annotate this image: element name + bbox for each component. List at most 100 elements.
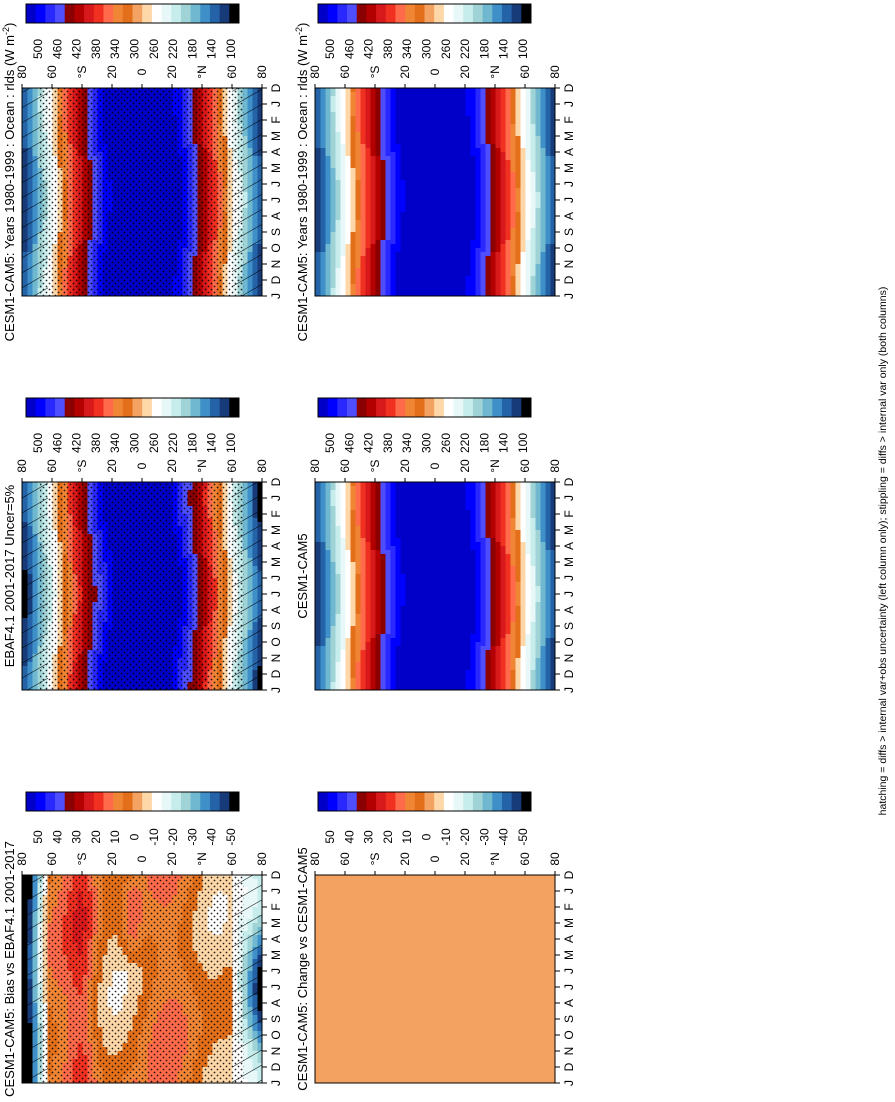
heatmap-cell <box>395 260 401 265</box>
heatmap-cell <box>520 112 526 117</box>
heatmap-cell <box>525 260 531 265</box>
heatmap-cell <box>490 104 496 109</box>
heatmap-cell <box>390 168 396 173</box>
heatmap-cell <box>425 196 431 201</box>
heatmap-cell <box>385 136 391 141</box>
heatmap-cell <box>360 276 366 281</box>
heatmap-cell <box>485 168 491 173</box>
heatmap-cell <box>485 272 491 277</box>
heatmap-cell <box>385 108 391 113</box>
heatmap-cell <box>445 88 451 93</box>
heatmap-cell <box>335 156 341 161</box>
heatmap-cell <box>495 104 501 109</box>
heatmap-cell <box>510 176 516 181</box>
heatmap-cell <box>415 156 421 161</box>
heatmap-cell <box>400 100 406 105</box>
heatmap-cell <box>525 140 531 145</box>
heatmap-cell <box>545 196 551 201</box>
heatmap-cell <box>385 232 391 237</box>
heatmap-cell <box>470 116 476 121</box>
heatmap-cell <box>440 104 446 109</box>
heatmap-cell <box>325 184 331 189</box>
colorbar-swatch <box>151 4 162 23</box>
heatmap-cell <box>385 248 391 253</box>
heatmap-cell <box>400 200 406 205</box>
month-tick-label: S <box>269 228 283 236</box>
heatmap-cell <box>345 112 351 117</box>
heatmap-cell <box>360 268 366 273</box>
heatmap-cell <box>430 116 436 121</box>
heatmap-cell <box>450 92 456 97</box>
heatmap-cell <box>350 192 356 197</box>
heatmap-cell <box>435 272 441 277</box>
heatmap-cell <box>410 168 416 173</box>
heatmap-cell <box>455 204 461 209</box>
heatmap-cell <box>365 116 371 121</box>
heatmap-cell <box>355 216 361 221</box>
heatmap-cell <box>425 236 431 241</box>
heatmap-cell <box>420 172 426 177</box>
heatmap-cell <box>365 148 371 153</box>
heatmap-cell <box>340 92 346 97</box>
heatmap-cell <box>475 144 481 149</box>
heatmap-cell <box>510 164 516 169</box>
heatmap-cell <box>400 104 406 109</box>
heatmap-cell <box>445 116 451 121</box>
heatmap-cell <box>525 192 531 197</box>
heatmap-cell <box>380 228 386 233</box>
heatmap-cell <box>385 140 391 145</box>
heatmap-cell <box>430 236 436 241</box>
heatmap-cell <box>465 236 471 241</box>
heatmap-cell <box>405 164 411 169</box>
heatmap-cell <box>515 272 521 277</box>
heatmap-cell <box>440 204 446 209</box>
heatmap-cell <box>545 176 551 181</box>
heatmap-cell <box>540 200 546 205</box>
heatmap-cell <box>460 196 466 201</box>
heatmap-cell <box>475 120 481 125</box>
heatmap-cell <box>485 236 491 241</box>
heatmap-cell <box>370 264 376 269</box>
heatmap-cell <box>525 232 531 237</box>
heatmap-cell <box>520 216 526 221</box>
heatmap-cell <box>540 120 546 125</box>
heatmap-cell <box>370 272 376 277</box>
heatmap-cell <box>530 196 536 201</box>
heatmap-cell <box>420 164 426 169</box>
heatmap-cell <box>380 112 386 117</box>
heatmap-cell <box>360 96 366 101</box>
heatmap-cell <box>445 124 451 129</box>
heatmap-cell <box>370 176 376 181</box>
colorbar-swatch <box>356 4 367 23</box>
heatmap-cell <box>345 104 351 109</box>
heatmap-cell <box>525 168 531 173</box>
heatmap-cell <box>520 192 526 197</box>
panel-grid: 500 460 420 380 340 300 260 220 180 140 100DJFMAMJ… <box>1 3 576 1097</box>
heatmap-cell <box>470 144 476 149</box>
heatmap-cell <box>525 164 531 169</box>
heatmap-cell <box>495 288 501 293</box>
heatmap-cell <box>495 204 501 209</box>
heatmap-cell <box>480 184 486 189</box>
heatmap-cell <box>520 148 526 153</box>
heatmap-cell <box>450 96 456 101</box>
heatmap-cell <box>515 120 521 125</box>
heatmap-cell <box>380 192 386 197</box>
heatmap-cell <box>405 168 411 173</box>
heatmap-cell <box>485 96 491 101</box>
heatmap-cell <box>365 256 371 261</box>
heatmap-cell <box>535 148 541 153</box>
heatmap-cell <box>340 140 346 145</box>
heatmap-cell <box>370 276 376 281</box>
heatmap-cell <box>435 92 441 97</box>
heatmap-cell <box>330 172 336 177</box>
heatmap-cell <box>450 272 456 277</box>
heatmap-cell <box>330 140 336 145</box>
heatmap-cell <box>365 196 371 201</box>
heatmap-cell <box>495 284 501 289</box>
heatmap-cell <box>400 92 406 97</box>
heatmap-cell <box>325 188 331 193</box>
heatmap-cell <box>550 268 556 273</box>
heatmap-cell <box>480 228 486 233</box>
heatmap-cell <box>390 100 396 105</box>
